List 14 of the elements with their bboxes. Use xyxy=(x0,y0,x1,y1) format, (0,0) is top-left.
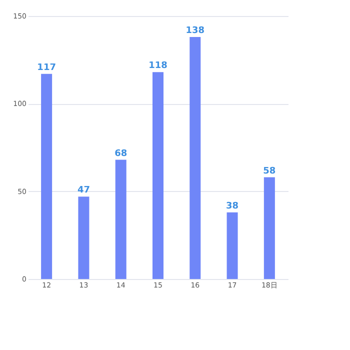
bar xyxy=(226,212,238,279)
data-label: 38 xyxy=(226,201,239,212)
data-label: 118 xyxy=(148,61,168,72)
bar xyxy=(264,177,275,279)
bar xyxy=(152,72,164,279)
data-label: 117 xyxy=(37,62,56,73)
data-label: 58 xyxy=(263,166,276,176)
bar xyxy=(41,74,52,279)
bar xyxy=(190,37,201,279)
data-label: 47 xyxy=(77,186,90,196)
bar xyxy=(78,196,90,279)
bar xyxy=(115,160,126,279)
data-label: 68 xyxy=(114,148,128,159)
data-label: 138 xyxy=(186,26,205,36)
